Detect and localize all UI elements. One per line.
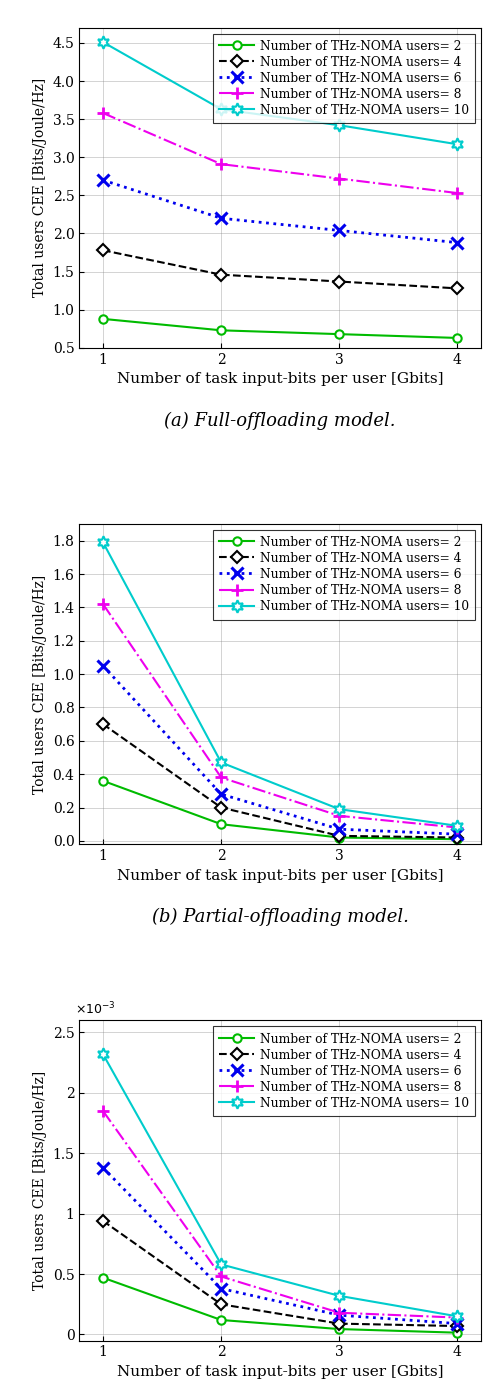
- Number of THz-NOMA users= 6: [218, 786, 224, 803]
- Number of THz-NOMA users= 4: [336, 1316, 342, 1332]
- Number of THz-NOMA users= 4: [454, 829, 460, 846]
- Number of THz-NOMA users= 6: [218, 1280, 224, 1296]
- Number of THz-NOMA users= 2: [454, 831, 460, 847]
- Number of THz-NOMA users= 2: [336, 829, 342, 846]
- Number of THz-NOMA users= 8: [100, 105, 106, 122]
- Line: Number of THz-NOMA users= 2: Number of THz-NOMA users= 2: [99, 1274, 462, 1336]
- Number of THz-NOMA users= 2: [100, 773, 106, 789]
- Number of THz-NOMA users= 2: [336, 1321, 342, 1338]
- Number of THz-NOMA users= 10: [336, 1288, 342, 1305]
- Line: Number of THz-NOMA users= 8: Number of THz-NOMA users= 8: [97, 106, 464, 199]
- Number of THz-NOMA users= 8: [336, 1305, 342, 1321]
- Number of THz-NOMA users= 2: [100, 311, 106, 328]
- Number of THz-NOMA users= 4: [336, 828, 342, 844]
- Number of THz-NOMA users= 6: [336, 223, 342, 239]
- Number of THz-NOMA users= 2: [336, 326, 342, 343]
- Y-axis label: Total users CEE [Bits/Joule/Hz]: Total users CEE [Bits/Joule/Hz]: [33, 1071, 47, 1289]
- Number of THz-NOMA users= 8: [454, 1309, 460, 1325]
- Line: Number of THz-NOMA users= 10: Number of THz-NOMA users= 10: [97, 36, 464, 151]
- Line: Number of THz-NOMA users= 4: Number of THz-NOMA users= 4: [99, 720, 462, 842]
- Number of THz-NOMA users= 10: [218, 101, 224, 117]
- Number of THz-NOMA users= 4: [100, 716, 106, 732]
- Number of THz-NOMA users= 8: [100, 596, 106, 612]
- Number of THz-NOMA users= 6: [454, 1316, 460, 1332]
- Number of THz-NOMA users= 8: [218, 156, 224, 173]
- Number of THz-NOMA users= 4: [454, 281, 460, 297]
- Line: Number of THz-NOMA users= 10: Number of THz-NOMA users= 10: [97, 1048, 464, 1323]
- Number of THz-NOMA users= 10: [336, 802, 342, 818]
- Number of THz-NOMA users= 6: [336, 821, 342, 837]
- Number of THz-NOMA users= 10: [454, 818, 460, 835]
- Number of THz-NOMA users= 10: [218, 755, 224, 771]
- Line: Number of THz-NOMA users= 6: Number of THz-NOMA users= 6: [97, 1162, 463, 1329]
- Number of THz-NOMA users= 4: [100, 242, 106, 258]
- Line: Number of THz-NOMA users= 2: Number of THz-NOMA users= 2: [99, 777, 462, 843]
- Number of THz-NOMA users= 6: [100, 1159, 106, 1176]
- Number of THz-NOMA users= 10: [454, 135, 460, 152]
- Line: Number of THz-NOMA users= 10: Number of THz-NOMA users= 10: [97, 536, 464, 832]
- Number of THz-NOMA users= 6: [454, 235, 460, 252]
- Number of THz-NOMA users= 2: [218, 322, 224, 339]
- X-axis label: Number of task input-bits per user [Gbits]: Number of task input-bits per user [Gbit…: [117, 1365, 443, 1379]
- Number of THz-NOMA users= 2: [100, 1270, 106, 1287]
- Text: (b) Partial-offloading model.: (b) Partial-offloading model.: [152, 908, 409, 926]
- Number of THz-NOMA users= 4: [218, 799, 224, 815]
- Number of THz-NOMA users= 10: [336, 117, 342, 134]
- Number of THz-NOMA users= 10: [454, 1309, 460, 1325]
- Number of THz-NOMA users= 10: [218, 1256, 224, 1273]
- Legend: Number of THz-NOMA users= 2, Number of THz-NOMA users= 4, Number of THz-NOMA use: Number of THz-NOMA users= 2, Number of T…: [213, 33, 475, 123]
- Legend: Number of THz-NOMA users= 2, Number of THz-NOMA users= 4, Number of THz-NOMA use: Number of THz-NOMA users= 2, Number of T…: [213, 531, 475, 619]
- Number of THz-NOMA users= 10: [100, 1046, 106, 1063]
- Number of THz-NOMA users= 4: [336, 274, 342, 290]
- X-axis label: Number of task input-bits per user [Gbits]: Number of task input-bits per user [Gbit…: [117, 869, 443, 883]
- Number of THz-NOMA users= 6: [100, 171, 106, 188]
- Number of THz-NOMA users= 8: [218, 770, 224, 786]
- Number of THz-NOMA users= 6: [100, 658, 106, 674]
- Number of THz-NOMA users= 6: [454, 826, 460, 843]
- Number of THz-NOMA users= 6: [336, 1307, 342, 1324]
- Number of THz-NOMA users= 10: [100, 33, 106, 50]
- Number of THz-NOMA users= 2: [454, 1324, 460, 1341]
- Line: Number of THz-NOMA users= 8: Number of THz-NOMA users= 8: [97, 1104, 464, 1324]
- Text: (a) Full-offloading model.: (a) Full-offloading model.: [165, 412, 396, 430]
- Legend: Number of THz-NOMA users= 2, Number of THz-NOMA users= 4, Number of THz-NOMA use: Number of THz-NOMA users= 2, Number of T…: [213, 1027, 475, 1115]
- Number of THz-NOMA users= 8: [454, 185, 460, 202]
- Number of THz-NOMA users= 4: [218, 1296, 224, 1313]
- Y-axis label: Total users CEE [Bits/Joule/Hz]: Total users CEE [Bits/Joule/Hz]: [33, 79, 47, 297]
- Number of THz-NOMA users= 2: [454, 330, 460, 347]
- Number of THz-NOMA users= 2: [218, 815, 224, 832]
- Number of THz-NOMA users= 2: [218, 1312, 224, 1328]
- Line: Number of THz-NOMA users= 2: Number of THz-NOMA users= 2: [99, 315, 462, 343]
- Number of THz-NOMA users= 8: [336, 170, 342, 187]
- Number of THz-NOMA users= 10: [100, 533, 106, 550]
- Line: Number of THz-NOMA users= 8: Number of THz-NOMA users= 8: [97, 598, 464, 833]
- Line: Number of THz-NOMA users= 6: Number of THz-NOMA users= 6: [97, 174, 463, 249]
- Number of THz-NOMA users= 6: [218, 210, 224, 227]
- Y-axis label: Total users CEE [Bits/Joule/Hz]: Total users CEE [Bits/Joule/Hz]: [33, 575, 47, 793]
- Number of THz-NOMA users= 8: [336, 807, 342, 824]
- Number of THz-NOMA users= 4: [454, 1318, 460, 1335]
- Line: Number of THz-NOMA users= 6: Number of THz-NOMA users= 6: [97, 661, 463, 840]
- Text: $\times10^{-3}$: $\times10^{-3}$: [75, 1001, 116, 1017]
- Line: Number of THz-NOMA users= 4: Number of THz-NOMA users= 4: [99, 1216, 462, 1331]
- Number of THz-NOMA users= 4: [100, 1212, 106, 1229]
- X-axis label: Number of task input-bits per user [Gbits]: Number of task input-bits per user [Gbit…: [117, 372, 443, 387]
- Number of THz-NOMA users= 4: [218, 267, 224, 283]
- Number of THz-NOMA users= 8: [100, 1103, 106, 1119]
- Line: Number of THz-NOMA users= 4: Number of THz-NOMA users= 4: [99, 246, 462, 293]
- Number of THz-NOMA users= 8: [454, 820, 460, 836]
- Number of THz-NOMA users= 8: [218, 1269, 224, 1285]
